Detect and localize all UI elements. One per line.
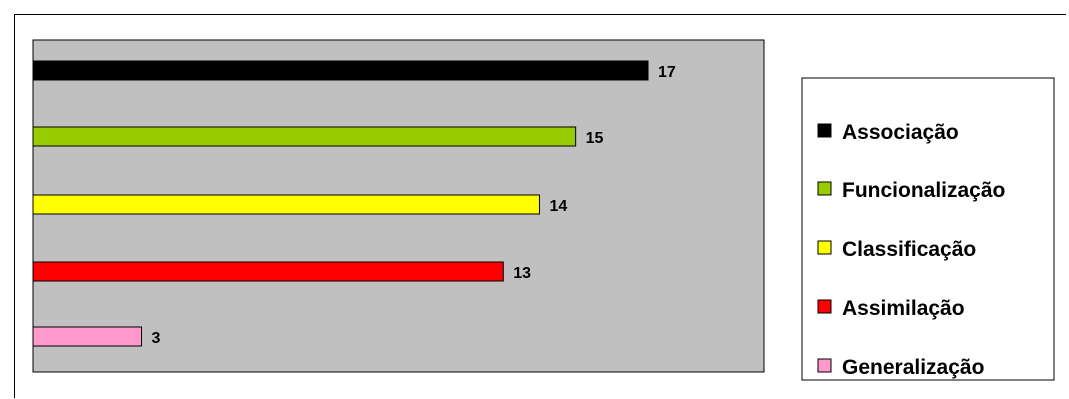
data-label-generalizacao: 3 <box>152 330 161 347</box>
legend-label-associacao: Associação <box>842 121 959 144</box>
legend: Associação Funcionalização Classificação As… <box>801 77 1055 381</box>
legend-swatch-associacao <box>817 123 832 138</box>
legend-swatch-generalizacao <box>817 358 832 373</box>
chart-frame <box>14 14 1066 398</box>
bar-assimilacao <box>32 261 504 282</box>
bar-classificacao <box>32 194 540 215</box>
legend-swatch-funcionalizacao <box>817 181 832 196</box>
data-label-funcionalizacao: 15 <box>586 130 604 147</box>
data-label-classificacao: 14 <box>549 198 567 215</box>
legend-box <box>801 77 1055 381</box>
bar-funcionalizacao <box>32 126 577 147</box>
bar-associacao <box>32 60 649 81</box>
legend-label-classificacao: Classificação <box>842 238 976 261</box>
legend-label-assimilacao: Assimilação <box>842 297 965 320</box>
legend-label-generalizacao: Generalização <box>842 356 984 379</box>
bar-labels-group: 17 15 14 13 3 <box>152 64 676 347</box>
bars-group <box>32 60 649 347</box>
legend-swatch-classificacao <box>817 240 832 255</box>
data-label-associacao: 17 <box>658 64 676 81</box>
legend-label-funcionalizacao: Funcionalização <box>842 179 1005 202</box>
legend-swatch-assimilacao <box>817 299 832 314</box>
bar-generalizacao <box>32 326 143 347</box>
data-label-assimilacao: 13 <box>513 265 531 282</box>
